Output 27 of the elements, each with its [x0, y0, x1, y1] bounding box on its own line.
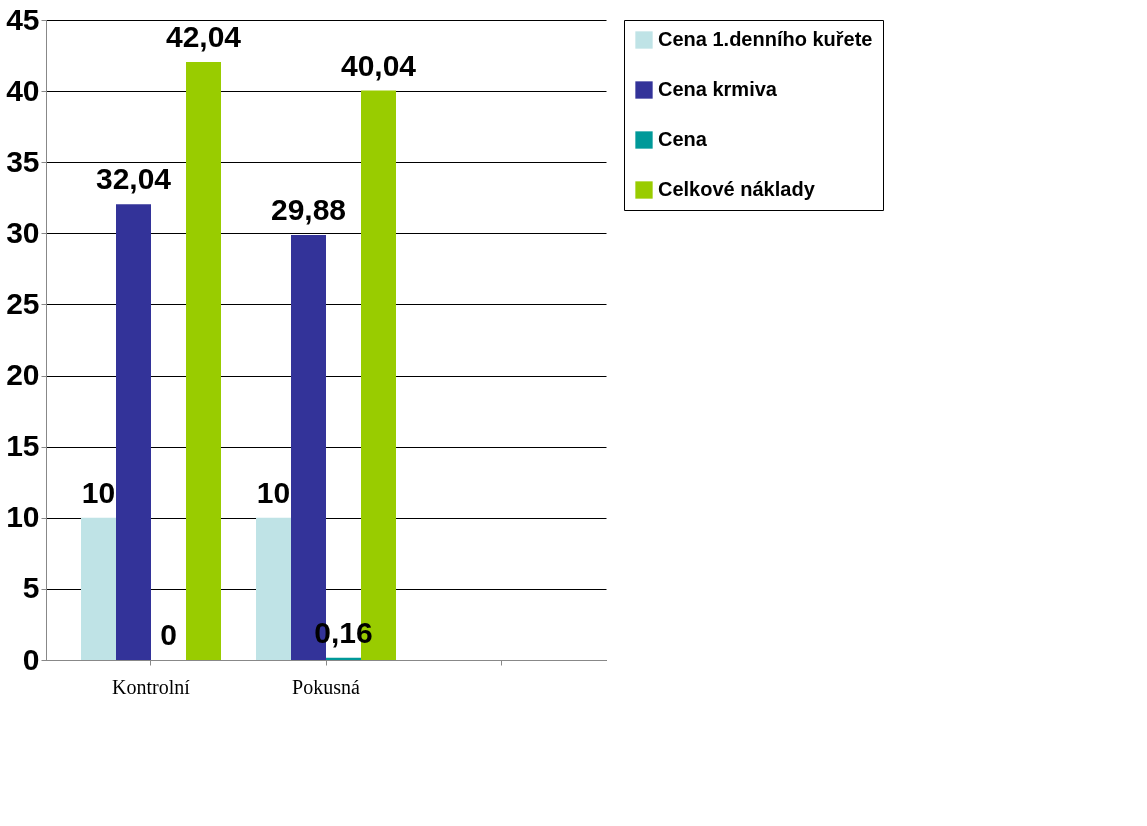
data-label: 32,04 [95, 162, 172, 196]
y-tick-label: 5 [22, 571, 40, 605]
y-tick-label: 25 [6, 286, 40, 320]
y-tick-label: 45 [6, 2, 40, 36]
data-label: 42,04 [165, 20, 242, 54]
y-tick-label: 10 [6, 500, 40, 534]
data-label: 40,04 [340, 48, 417, 82]
y-tick-label: 40 [6, 73, 40, 107]
data-label: 10 [256, 475, 291, 509]
y-tick-label: 0 [22, 642, 40, 676]
legend-label: Cena 1.denního kuřete [658, 28, 873, 50]
bar [81, 517, 116, 660]
data-label: 10 [81, 475, 116, 509]
y-tick-label: 20 [6, 358, 40, 392]
y-tick-label: 15 [6, 429, 40, 463]
data-label: 0 [160, 618, 177, 651]
legend-label: Celkové náklady [658, 178, 816, 200]
x-tick-label: Pokusná [292, 675, 361, 698]
y-tick-label: 35 [6, 144, 40, 178]
bar [116, 204, 151, 660]
x-tick-label: Kontrolní [112, 675, 191, 698]
legend-label: Cena [658, 128, 708, 150]
legend-label: Cena krmiva [658, 78, 778, 100]
y-tick-label: 30 [6, 215, 40, 249]
bar [186, 62, 221, 660]
data-label: 29,88 [270, 193, 347, 227]
bar [256, 517, 291, 660]
